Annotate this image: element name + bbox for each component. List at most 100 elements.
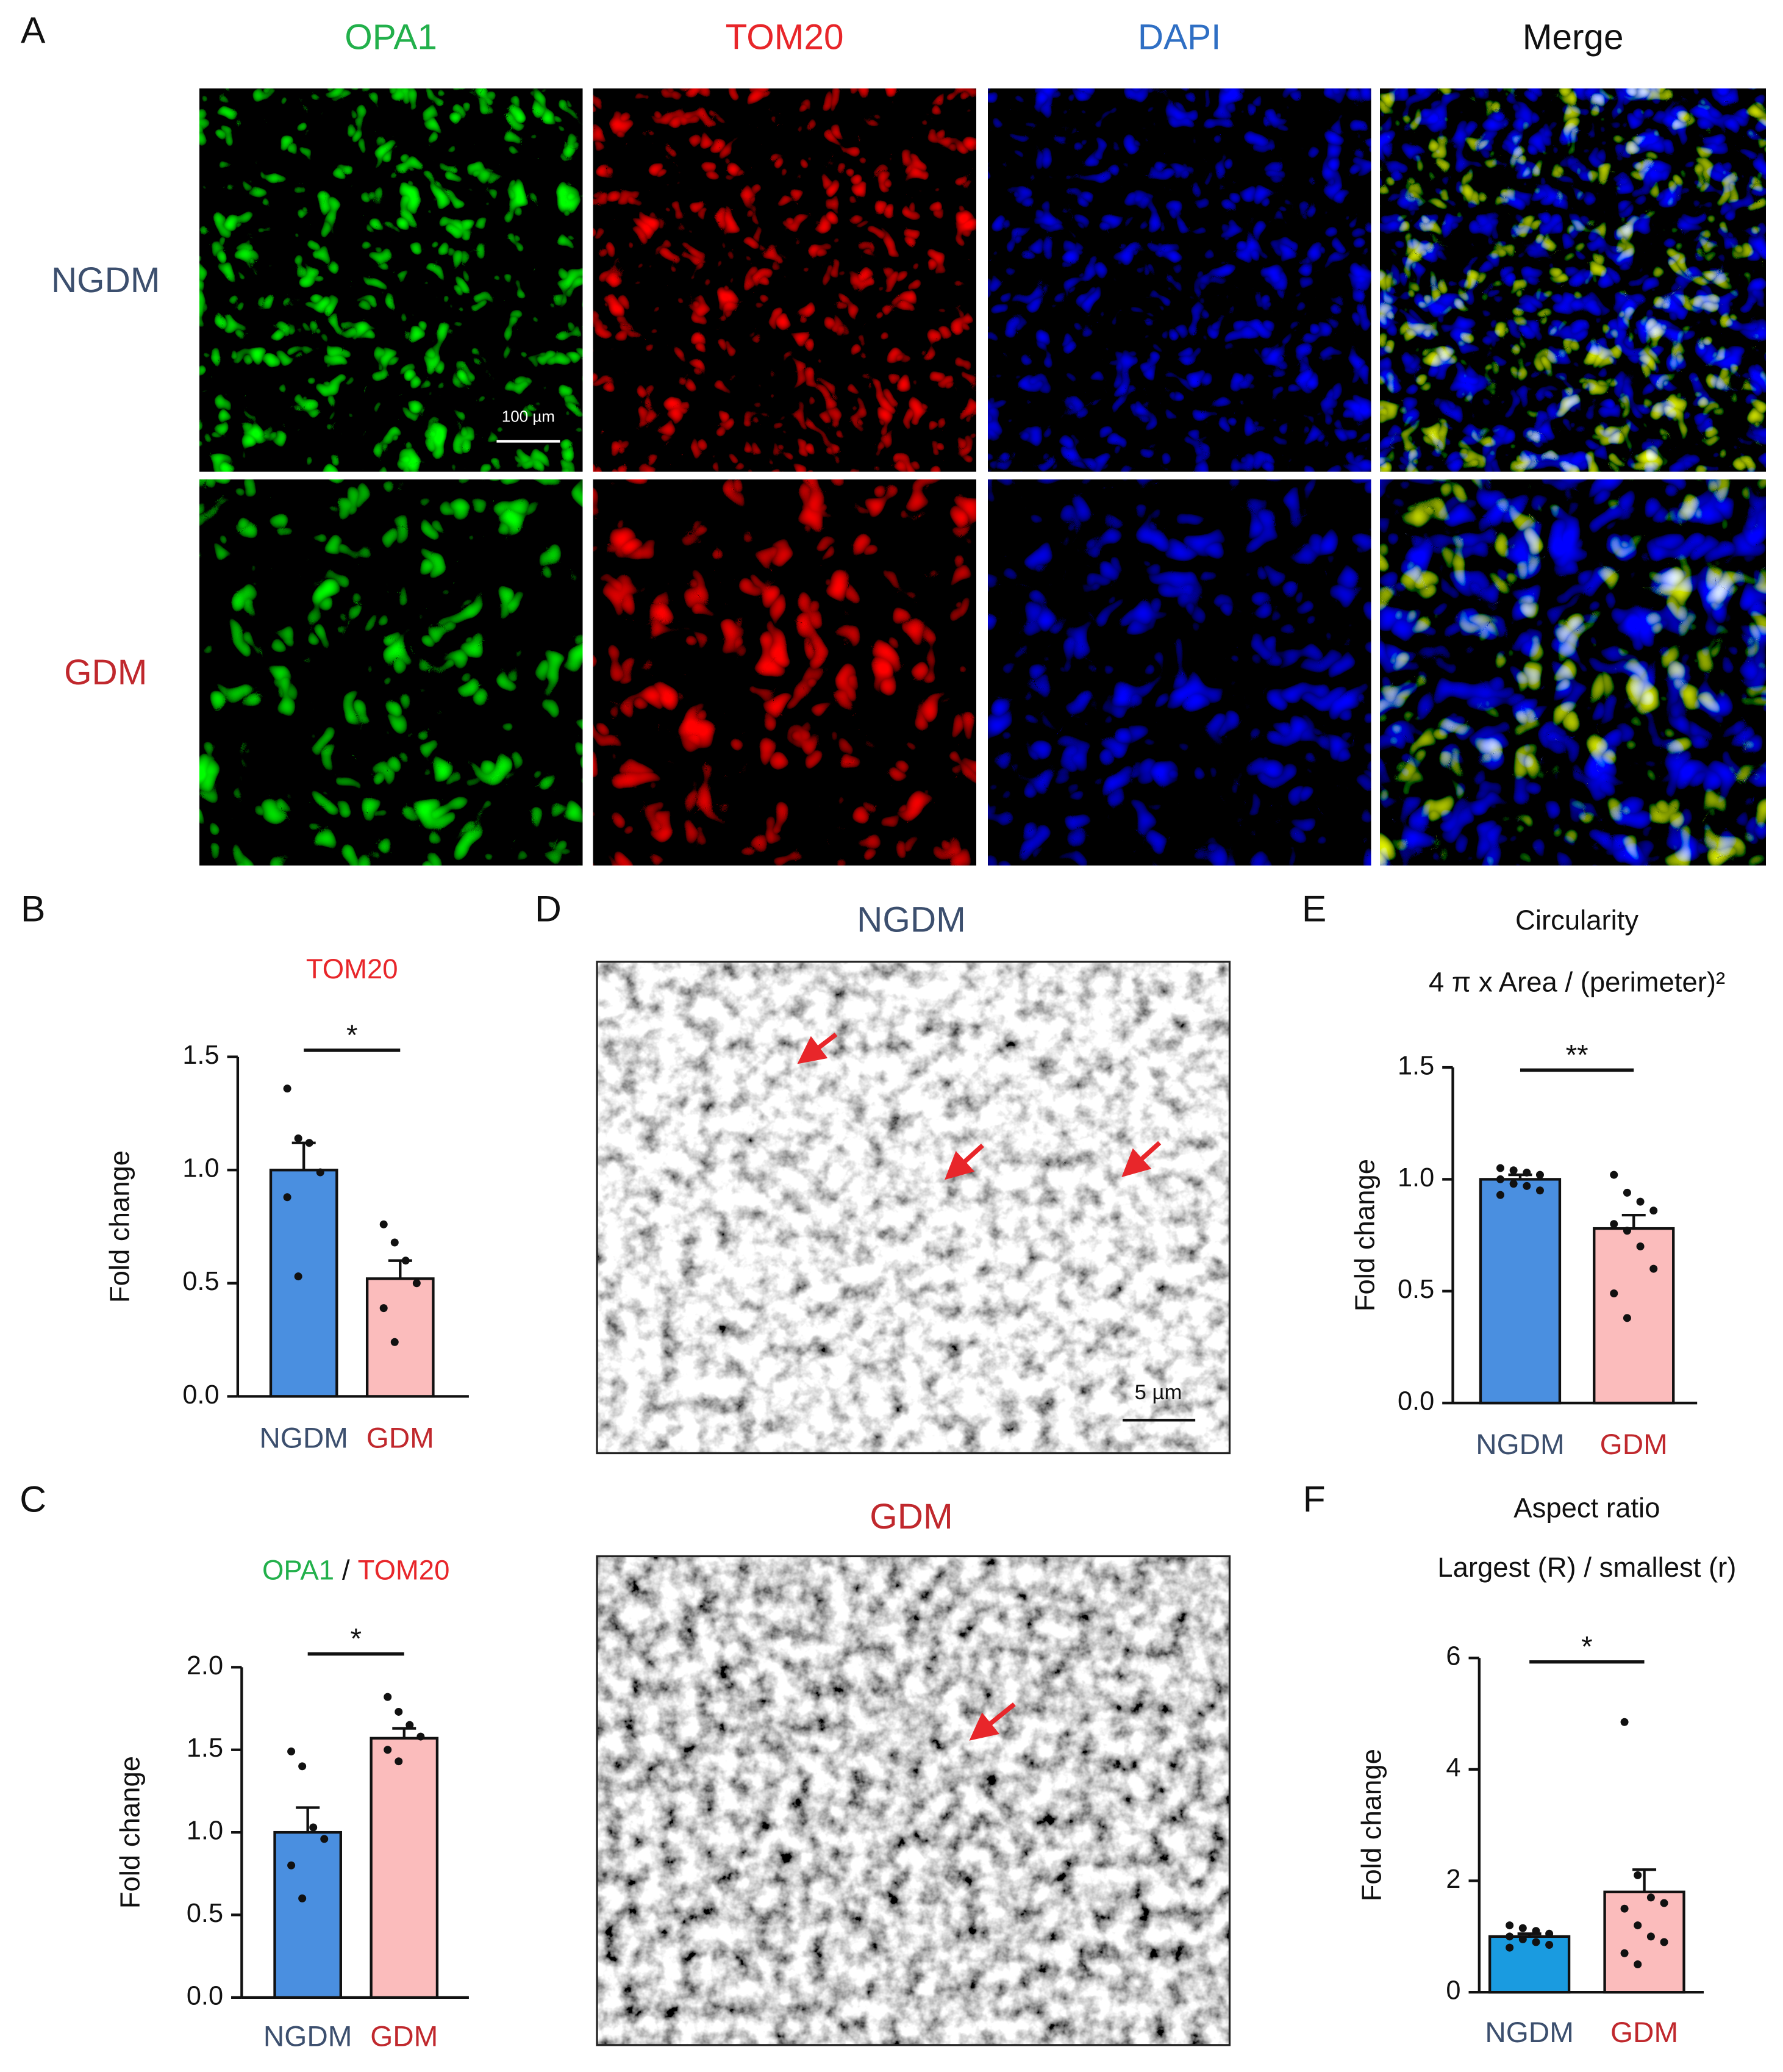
y-tick-label: 0.5 [1398, 1275, 1434, 1304]
data-point [1496, 1191, 1504, 1199]
micrograph-border [596, 961, 1231, 1455]
y-axis-label: Fold change [115, 1756, 146, 1909]
micrograph [1380, 88, 1766, 472]
data-point [1623, 1227, 1631, 1235]
data-point [1649, 1264, 1658, 1273]
data-point [283, 1084, 291, 1093]
data-point [1610, 1289, 1618, 1297]
chart-title: TOM20 [306, 953, 398, 984]
data-point [1634, 1921, 1642, 1930]
data-point [1523, 1168, 1531, 1177]
y-tick-label: 0.0 [1398, 1387, 1434, 1416]
chart-title: Aspect ratio [1513, 1493, 1660, 1524]
micrograph [988, 88, 1371, 472]
data-point [416, 1732, 425, 1741]
error-bar [291, 1141, 316, 1170]
bar [1603, 1890, 1685, 1994]
bar [365, 1277, 435, 1398]
significance-label: * [350, 1623, 362, 1655]
data-point [1523, 1181, 1531, 1190]
significance-label: * [346, 1019, 358, 1052]
y-tick-label: 1.5 [182, 1041, 219, 1070]
data-point [1649, 1206, 1658, 1215]
title-part: Circularity [1515, 905, 1638, 936]
panel-label: A [21, 9, 46, 51]
data-point [1532, 1927, 1540, 1935]
arrow [797, 1032, 838, 1064]
data-point [395, 1707, 403, 1716]
data-point [1535, 1170, 1544, 1179]
error-bar [392, 1727, 416, 1738]
micrograph-border [596, 1555, 1231, 2046]
data-point [1518, 1924, 1527, 1932]
data-point [316, 1168, 324, 1177]
x-tick-label: GDM [1610, 2016, 1678, 2049]
error-bar [1632, 1868, 1657, 1892]
data-point [305, 1139, 313, 1147]
panel-label: B [21, 887, 45, 929]
error-bar [1621, 1213, 1646, 1229]
data-point [1623, 1314, 1631, 1322]
channel-label: Merge [1523, 17, 1624, 57]
x-tick-label: NGDM [1476, 1429, 1565, 1461]
bar [269, 1169, 338, 1398]
y-tick-label: 4 [1446, 1753, 1460, 1782]
data-point [1506, 1921, 1514, 1930]
bar [1488, 1935, 1571, 1994]
chart-title: Circularity [1515, 905, 1638, 936]
data-point [298, 1762, 307, 1771]
data-point [1506, 1932, 1514, 1941]
data-point [1545, 1929, 1554, 1938]
data-point [1634, 1960, 1642, 1969]
scale-bar-label: 100 µm [502, 407, 555, 425]
scale-bar-label: 5 µm [1135, 1381, 1182, 1404]
bar [273, 1830, 342, 1999]
row-label: GDM [64, 653, 147, 692]
data-point [287, 1861, 296, 1869]
title-part: TOM20 [358, 1554, 450, 1585]
data-point [1532, 1938, 1540, 1946]
electron-micrograph [597, 1556, 1230, 2045]
em-label: GDM [870, 1497, 952, 1536]
data-point [1535, 1186, 1544, 1195]
chart-subtitle: 4 π x Area / (perimeter)² [1429, 967, 1725, 998]
panel-label: E [1302, 887, 1326, 929]
channel-label: TOM20 [726, 17, 844, 57]
data-point [401, 1256, 410, 1265]
data-point [1509, 1166, 1518, 1175]
y-tick-label: 1.0 [187, 1816, 223, 1846]
data-point [283, 1193, 291, 1202]
data-point [1506, 1943, 1514, 1952]
data-point [412, 1279, 421, 1288]
arrow [1121, 1141, 1162, 1177]
data-point [1636, 1197, 1645, 1206]
y-axis-label: Fold change [1349, 1159, 1381, 1311]
y-tick-label: 0.0 [187, 1981, 223, 2010]
data-point [390, 1338, 399, 1346]
micrograph [593, 88, 976, 472]
data-point [1620, 1949, 1629, 1957]
y-tick-label: 6 [1446, 1642, 1460, 1671]
data-point [294, 1134, 302, 1142]
data-point [379, 1304, 388, 1313]
data-point [384, 1746, 392, 1754]
micrograph [199, 479, 583, 866]
panel-label: C [20, 1479, 46, 1520]
arrow [969, 1702, 1016, 1741]
x-tick-label: GDM [1600, 1429, 1668, 1461]
y-tick-label: 2 [1446, 1865, 1460, 1894]
data-point [1646, 1932, 1655, 1941]
x-tick-label: NGDM [259, 1422, 348, 1454]
panel-label: F [1303, 1479, 1326, 1520]
micrograph [593, 479, 976, 866]
data-point [287, 1747, 296, 1755]
data-point [1496, 1175, 1504, 1183]
data-point [1620, 1904, 1629, 1913]
micrograph [199, 88, 583, 472]
data-point [1496, 1164, 1504, 1172]
arrow [945, 1144, 984, 1180]
em-label: NGDM [857, 900, 966, 939]
